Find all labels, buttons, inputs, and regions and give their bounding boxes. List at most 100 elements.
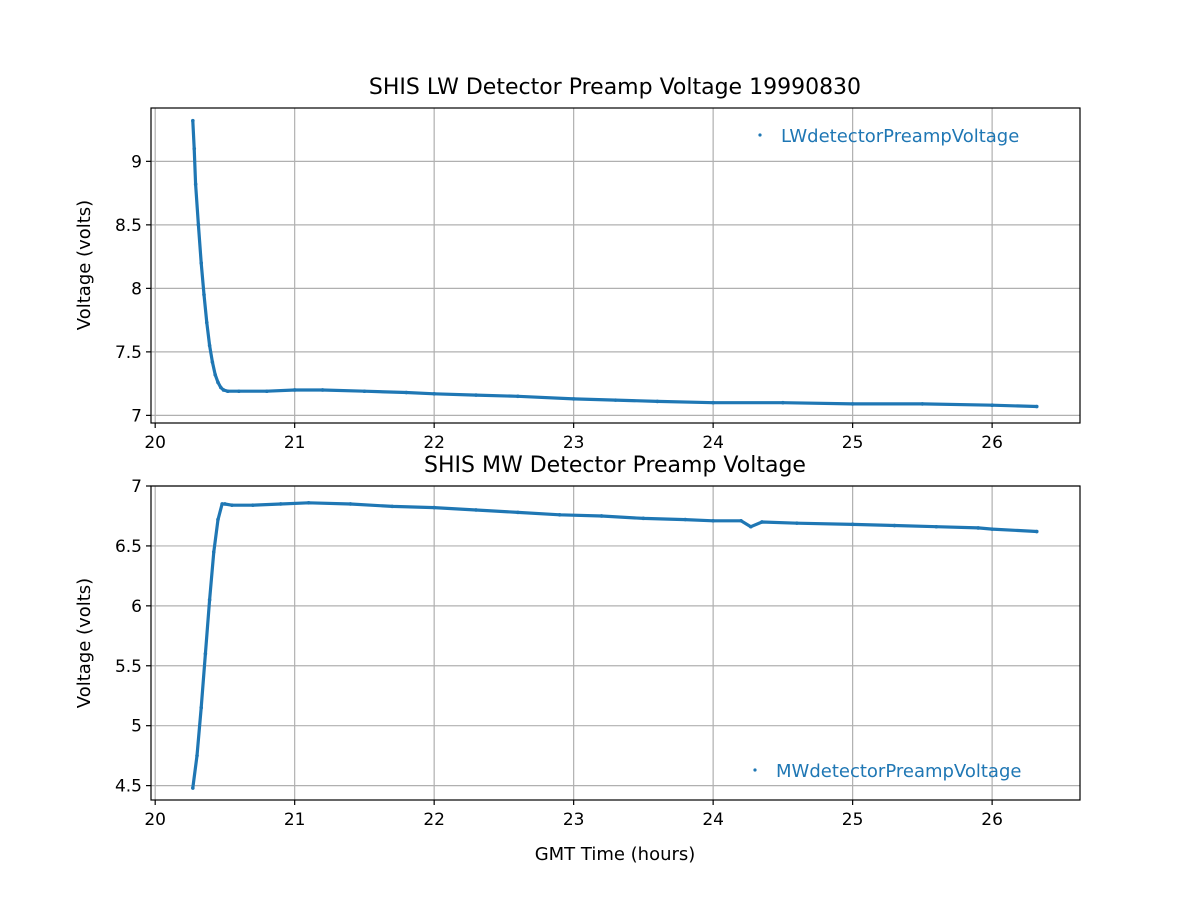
y-tick-label: 6	[131, 597, 142, 617]
data-points	[191, 500, 1039, 790]
data-points	[191, 118, 1039, 409]
data-point	[760, 520, 764, 524]
data-point	[196, 223, 201, 227]
y-tick-label: 6.5	[115, 537, 142, 557]
x-tick-label: 24	[702, 433, 724, 453]
data-point	[683, 517, 688, 522]
x-tick-label: 21	[284, 433, 306, 453]
y-axis-label: Voltage (volts)	[74, 578, 95, 708]
data-point	[195, 753, 199, 758]
data-point	[204, 320, 209, 325]
data-point	[850, 402, 855, 406]
data-point	[221, 388, 226, 392]
data-point	[199, 261, 204, 265]
data-point	[230, 503, 234, 507]
chart-title: SHIS LW Detector Preamp Voltage 19990830	[369, 75, 861, 100]
x-tick-label: 24	[702, 810, 724, 830]
data-point	[264, 389, 269, 394]
data-point	[516, 394, 520, 399]
data-point	[739, 518, 743, 523]
data-point	[278, 502, 283, 506]
data-point	[191, 786, 195, 790]
data-point	[292, 388, 297, 392]
data-point	[711, 400, 715, 405]
data-point	[306, 500, 311, 505]
data-point	[192, 146, 197, 151]
x-tick-label: 20	[144, 433, 166, 453]
data-point	[432, 505, 436, 510]
x-axis-ticks: 20 21 22 23 24 25 26	[144, 423, 1003, 453]
data-point	[1034, 529, 1039, 534]
data-point	[781, 400, 785, 405]
y-tick-label: 8.5	[115, 216, 142, 236]
y-tick-label: 7	[131, 477, 142, 497]
series-trace	[191, 119, 1039, 409]
lw-voltage-plot: SHIS LW Detector Preamp Voltage 19990830…	[74, 75, 1081, 453]
data-point	[193, 182, 198, 187]
legend: MWdetectorPreampVoltage	[753, 761, 1021, 782]
data-point	[934, 524, 939, 529]
data-point	[203, 651, 208, 656]
data-point	[990, 403, 994, 408]
data-point	[320, 388, 325, 392]
x-tick-label: 22	[423, 433, 445, 453]
data-point	[641, 516, 646, 521]
data-point	[199, 705, 204, 710]
data-point	[362, 389, 367, 394]
data-point	[202, 292, 206, 297]
mw-voltage-plot: SHIS MW Detector Preamp Voltage Voltage …	[74, 453, 1081, 865]
legend-marker	[753, 768, 757, 772]
data-point	[474, 508, 478, 512]
data-point	[474, 393, 478, 397]
data-point	[850, 522, 855, 527]
axes-frame	[150, 107, 1081, 424]
data-point	[251, 503, 255, 507]
data-point	[976, 526, 980, 530]
x-tick-label: 26	[981, 433, 1003, 453]
legend-marker	[758, 133, 762, 137]
data-point	[207, 343, 212, 348]
x-axis-ticks: 20 21 22 23 24 25 26	[144, 800, 1003, 830]
data-point	[599, 514, 604, 518]
x-tick-label: 21	[284, 810, 306, 830]
data-point	[223, 502, 227, 506]
y-tick-label: 9	[131, 152, 142, 172]
data-point	[348, 502, 353, 506]
data-point	[795, 521, 799, 525]
grid-lines	[151, 108, 1080, 423]
data-point	[749, 524, 753, 529]
data-point	[990, 527, 994, 531]
data-point	[225, 389, 230, 394]
data-point	[390, 504, 395, 509]
y-tick-label: 5	[131, 717, 142, 737]
legend: LWdetectorPreampVoltage	[758, 126, 1019, 147]
data-point	[213, 372, 217, 377]
y-axis-ticks: 4.5 5 5.5 6 6.5 7	[115, 477, 151, 797]
axes-frame	[150, 485, 1081, 801]
y-tick-label: 7.5	[115, 343, 142, 363]
data-point	[557, 512, 562, 517]
data-point	[655, 399, 660, 404]
data-point	[613, 398, 618, 402]
y-axis-label: Voltage (volts)	[74, 200, 95, 330]
x-tick-label: 25	[842, 810, 864, 830]
data-point	[432, 391, 436, 396]
data-point	[220, 502, 224, 506]
y-tick-label: 5.5	[115, 657, 142, 677]
x-axis-label: GMT Time (hours)	[535, 844, 696, 865]
x-tick-label: 20	[144, 810, 166, 830]
data-point	[216, 517, 220, 522]
data-point	[211, 550, 216, 554]
y-axis-ticks: 7 7.5 8 8.5 9	[115, 152, 151, 426]
y-tick-label: 4.5	[115, 777, 142, 797]
x-tick-label: 23	[563, 433, 585, 453]
legend-label: MWdetectorPreampVoltage	[776, 761, 1021, 782]
data-point	[711, 518, 715, 523]
data-point	[571, 397, 576, 401]
x-tick-label: 23	[563, 810, 585, 830]
x-tick-label: 25	[842, 433, 864, 453]
chart-title: SHIS MW Detector Preamp Voltage	[424, 453, 806, 478]
data-point	[191, 118, 195, 123]
